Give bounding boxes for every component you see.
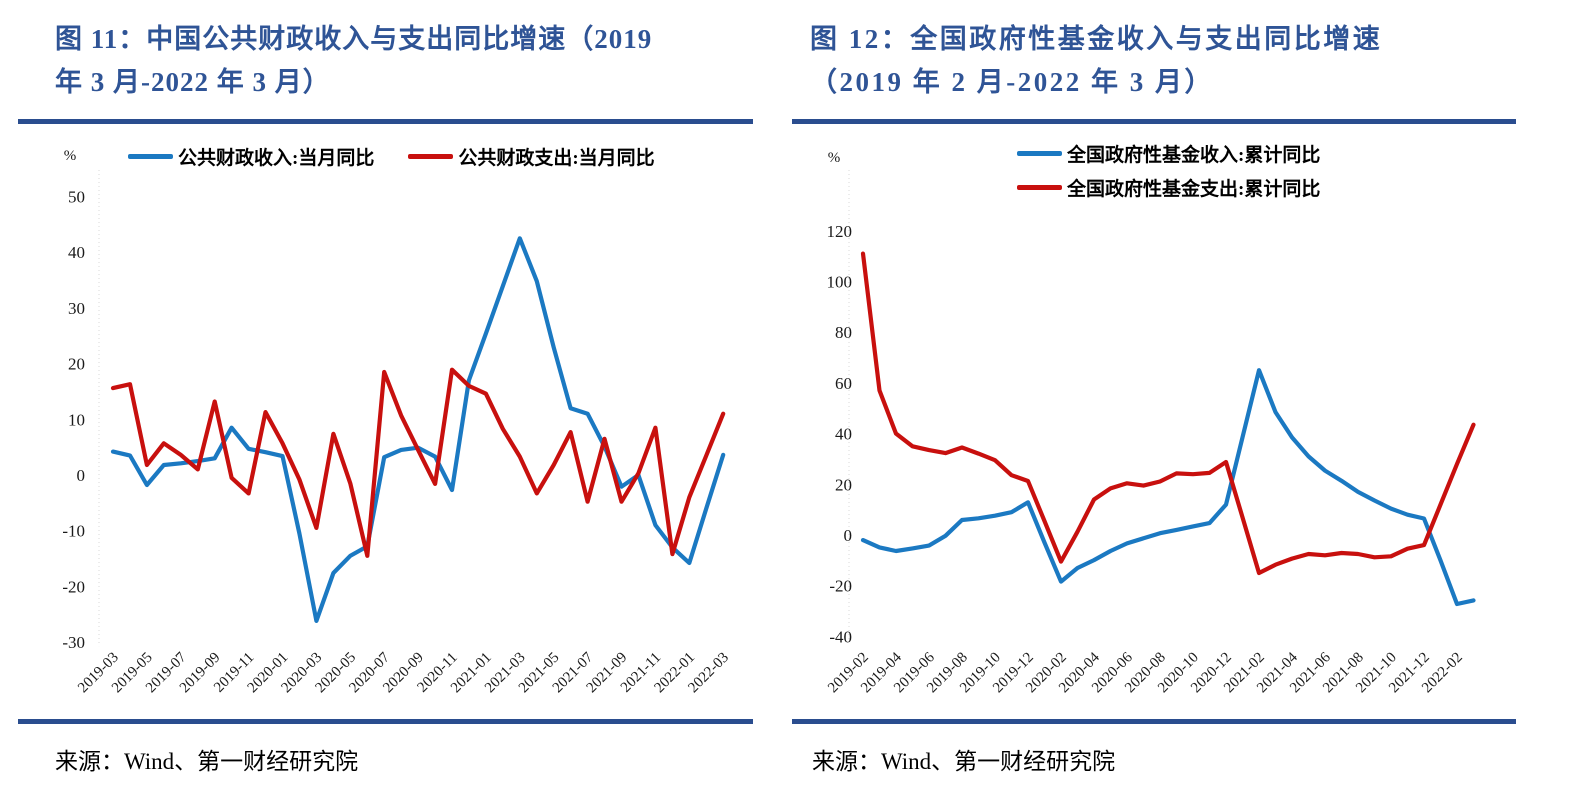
y-tick-label: 0 bbox=[844, 526, 853, 545]
figure-12-title-line1: 图 12：全国政府性基金收入与支出同比增速 bbox=[810, 24, 1383, 54]
fund-revenue-legend-label: 全国政府性基金收入:累计同比 bbox=[1067, 145, 1321, 166]
y-tick-label: -40 bbox=[829, 627, 852, 646]
figure-12-source: 来源：Wind、第一财经研究院 bbox=[812, 749, 1116, 774]
legend-item-fund-expenditure: 全国政府性基金支出:累计同比 bbox=[1017, 174, 1320, 201]
y-tick-label: 100 bbox=[827, 273, 853, 292]
revenue-legend-label: 公共财政收入:当月同比 bbox=[178, 148, 375, 169]
revenue-legend-line bbox=[128, 154, 173, 159]
y-tick-label: 40 bbox=[68, 243, 85, 262]
expenditure-series-line bbox=[110, 367, 726, 558]
revenue-series-line bbox=[110, 236, 726, 623]
figure-12-title-divider bbox=[792, 119, 1516, 124]
figure-12: 图 12：全国政府性基金收入与支出同比增速 （2019 年 2 月-2022 年… bbox=[792, 0, 1516, 796]
y-axis-unit-label: % bbox=[64, 148, 77, 164]
y-tick-label: 10 bbox=[68, 410, 85, 429]
figure-11-source: 来源：Wind、第一财经研究院 bbox=[55, 749, 359, 774]
figure-12-title: 图 12：全国政府性基金收入与支出同比增速 （2019 年 2 月-2022 年… bbox=[810, 18, 1505, 104]
fund-expenditure-legend-line bbox=[1017, 185, 1062, 190]
revenue-series-line bbox=[860, 368, 1476, 607]
figure-11-title-line1: 图 11：中国公共财政收入与支出同比增速（2019 bbox=[55, 24, 653, 54]
figure-12-bottom-divider bbox=[792, 719, 1516, 724]
y-tick-label: -30 bbox=[62, 633, 85, 652]
y-tick-label: -20 bbox=[62, 577, 85, 596]
y-tick-label: 80 bbox=[835, 323, 852, 342]
y-tick-label: 20 bbox=[68, 355, 85, 374]
figure-12-legend: 全国政府性基金收入:累计同比 全国政府性基金支出:累计同比 bbox=[1017, 140, 1320, 201]
figure-11: 图 11：中国公共财政收入与支出同比增速（2019 年 3 月-2022 年 3… bbox=[18, 0, 753, 796]
y-tick-label: 120 bbox=[827, 222, 853, 241]
y-tick-label: 40 bbox=[835, 425, 852, 444]
expenditure-legend-label: 公共财政支出:当月同比 bbox=[458, 148, 655, 169]
figure-11-title-line2: 年 3 月-2022 年 3 月） bbox=[55, 67, 331, 97]
y-tick-label: 30 bbox=[68, 299, 85, 318]
figure-11-line-chart: % 50 40 30 20 10 0 -10 -20 -30 2019-03 2019-05 2019-… bbox=[18, 130, 753, 710]
figure-11-bottom-divider bbox=[18, 719, 753, 724]
figure-11-title-divider bbox=[18, 119, 753, 124]
legend-item-fund-revenue: 全国政府性基金收入:累计同比 bbox=[1017, 140, 1320, 167]
y-axis-unit-label: % bbox=[828, 150, 841, 166]
legend-item-revenue: 公共财政收入:当月同比 bbox=[128, 143, 374, 170]
expenditure-legend-line bbox=[408, 154, 454, 159]
y-tick-label: 0 bbox=[77, 466, 86, 485]
y-tick-label: -10 bbox=[62, 522, 85, 541]
y-tick-label: -20 bbox=[829, 577, 852, 596]
y-tick-label: 20 bbox=[835, 475, 852, 494]
fund-revenue-legend-line bbox=[1017, 151, 1062, 156]
y-tick-label: 50 bbox=[68, 188, 85, 207]
chart-canvas: %120100806040200-20-402019-022019-042019… bbox=[825, 150, 1476, 696]
chart-canvas: %50403020100-10-20-302019-032019-052019-… bbox=[62, 148, 732, 696]
fund-expenditure-legend-label: 全国政府性基金支出:累计同比 bbox=[1067, 179, 1321, 200]
figure-11-title: 图 11：中国公共财政收入与支出同比增速（2019 年 3 月-2022 年 3… bbox=[55, 18, 735, 104]
legend-item-expenditure: 公共财政支出:当月同比 bbox=[408, 143, 655, 170]
expenditure-series-line bbox=[860, 251, 1476, 576]
figure-12-title-line2: （2019 年 2 月-2022 年 3 月） bbox=[810, 67, 1214, 97]
figure-12-line-chart: % 120 100 80 60 40 20 0 -20 -40 2019-02 2019-04 2019… bbox=[792, 130, 1516, 710]
figure-11-legend: 公共财政收入:当月同比 公共财政支出:当月同比 bbox=[128, 143, 655, 170]
y-tick-label: 60 bbox=[835, 374, 852, 393]
